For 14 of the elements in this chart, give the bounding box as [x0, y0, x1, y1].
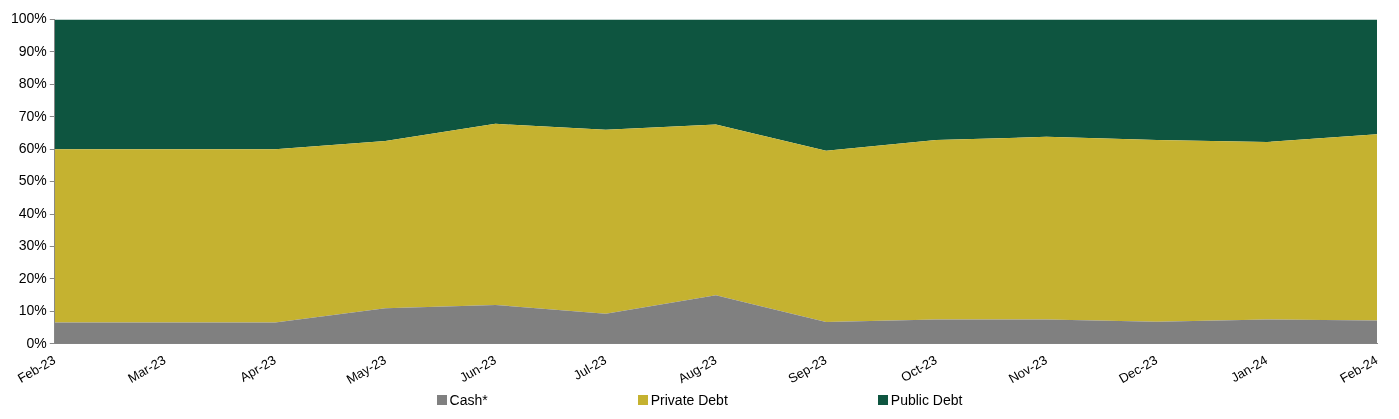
- y-tick-label: 70%: [18, 107, 47, 124]
- y-tick-label: 50%: [18, 172, 47, 189]
- y-tick-label: 10%: [18, 302, 47, 319]
- legend-label: Cash*: [449, 391, 488, 409]
- y-tick-label: 40%: [18, 204, 47, 221]
- y-tick-label: 30%: [18, 237, 47, 254]
- y-tick-label: 0%: [26, 334, 47, 351]
- y-tick-label: 100%: [10, 10, 47, 27]
- y-tick-label: 20%: [18, 269, 47, 286]
- legend-label: Private Debt: [650, 391, 728, 409]
- y-tick-label: 60%: [18, 140, 47, 157]
- y-tick-label: 80%: [18, 75, 47, 92]
- y-tick-label: 90%: [18, 42, 47, 59]
- legend-label: Public Debt: [890, 391, 963, 409]
